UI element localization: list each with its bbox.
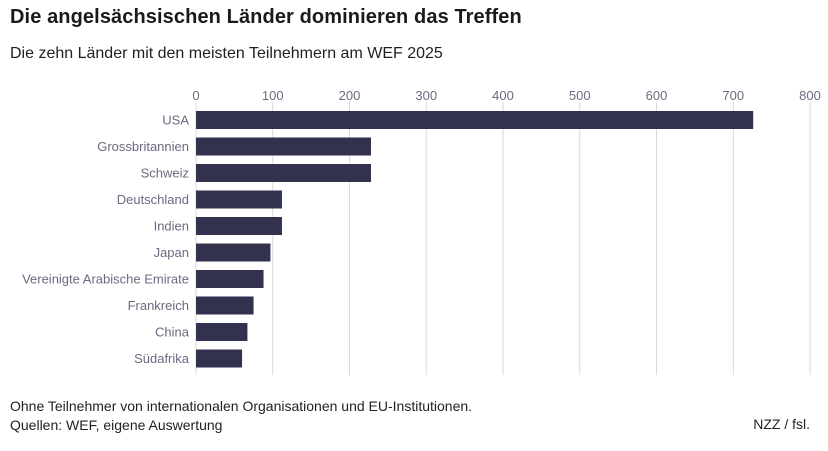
footer-note: Ohne Teilnehmer von internationalen Orga… [10, 398, 473, 414]
chart-subtitle: Die zehn Länder mit den meisten Teilnehm… [10, 45, 443, 62]
category-labels: USA Grossbritannien Schweiz Deutschland Indi… [22, 113, 190, 367]
bar-frankreich [196, 296, 254, 315]
x-tick-label: 800 [799, 88, 821, 103]
category-label: Vereinigte Arabische Emirate [22, 272, 189, 287]
bar-japan [196, 243, 271, 262]
bar-china [196, 323, 248, 341]
category-label: China [155, 325, 190, 340]
category-label: Frankreich [128, 298, 189, 313]
x-tick-label: 500 [569, 88, 591, 103]
x-tick-label: 600 [646, 88, 668, 103]
category-label: Japan [154, 245, 189, 260]
footer-credit: NZZ / fsl. [753, 416, 810, 432]
category-label: Grossbritannien [97, 139, 189, 154]
category-label: USA [162, 113, 189, 128]
bar-indien [196, 217, 282, 235]
footer-source: Quellen: WEF, eigene Auswertung [10, 417, 223, 433]
footer-notes: Ohne Teilnehmer von internationalen Orga… [10, 397, 472, 435]
category-label: Deutschland [117, 192, 189, 207]
bar-schweiz [196, 164, 371, 182]
x-tick-label: 300 [415, 88, 437, 103]
bar-usa [196, 111, 754, 129]
x-tick-label: 400 [492, 88, 514, 103]
x-tick-label: 700 [722, 88, 744, 103]
bar-vereinigte-arabische-emirate [196, 270, 264, 288]
bar-deutschland [196, 190, 282, 209]
bar-grossbritannien [196, 137, 371, 156]
x-tick-label: 100 [262, 88, 284, 103]
x-tick-label: 0 [192, 88, 199, 103]
category-label: Indien [154, 219, 189, 234]
bars [196, 111, 754, 368]
x-tick-label: 200 [339, 88, 361, 103]
x-axis-ticks: 0 100 200 300 400 500 600 700 800 [192, 88, 820, 103]
bar-chart: 0 100 200 300 400 500 600 700 800 USA Grossbritan… [22, 88, 821, 375]
category-label: Schweiz [141, 166, 189, 181]
category-label: Südafrika [134, 351, 190, 366]
bar-südafrika [196, 349, 243, 368]
chart-title: Die angelsächsischen Länder dominieren d… [10, 6, 522, 28]
